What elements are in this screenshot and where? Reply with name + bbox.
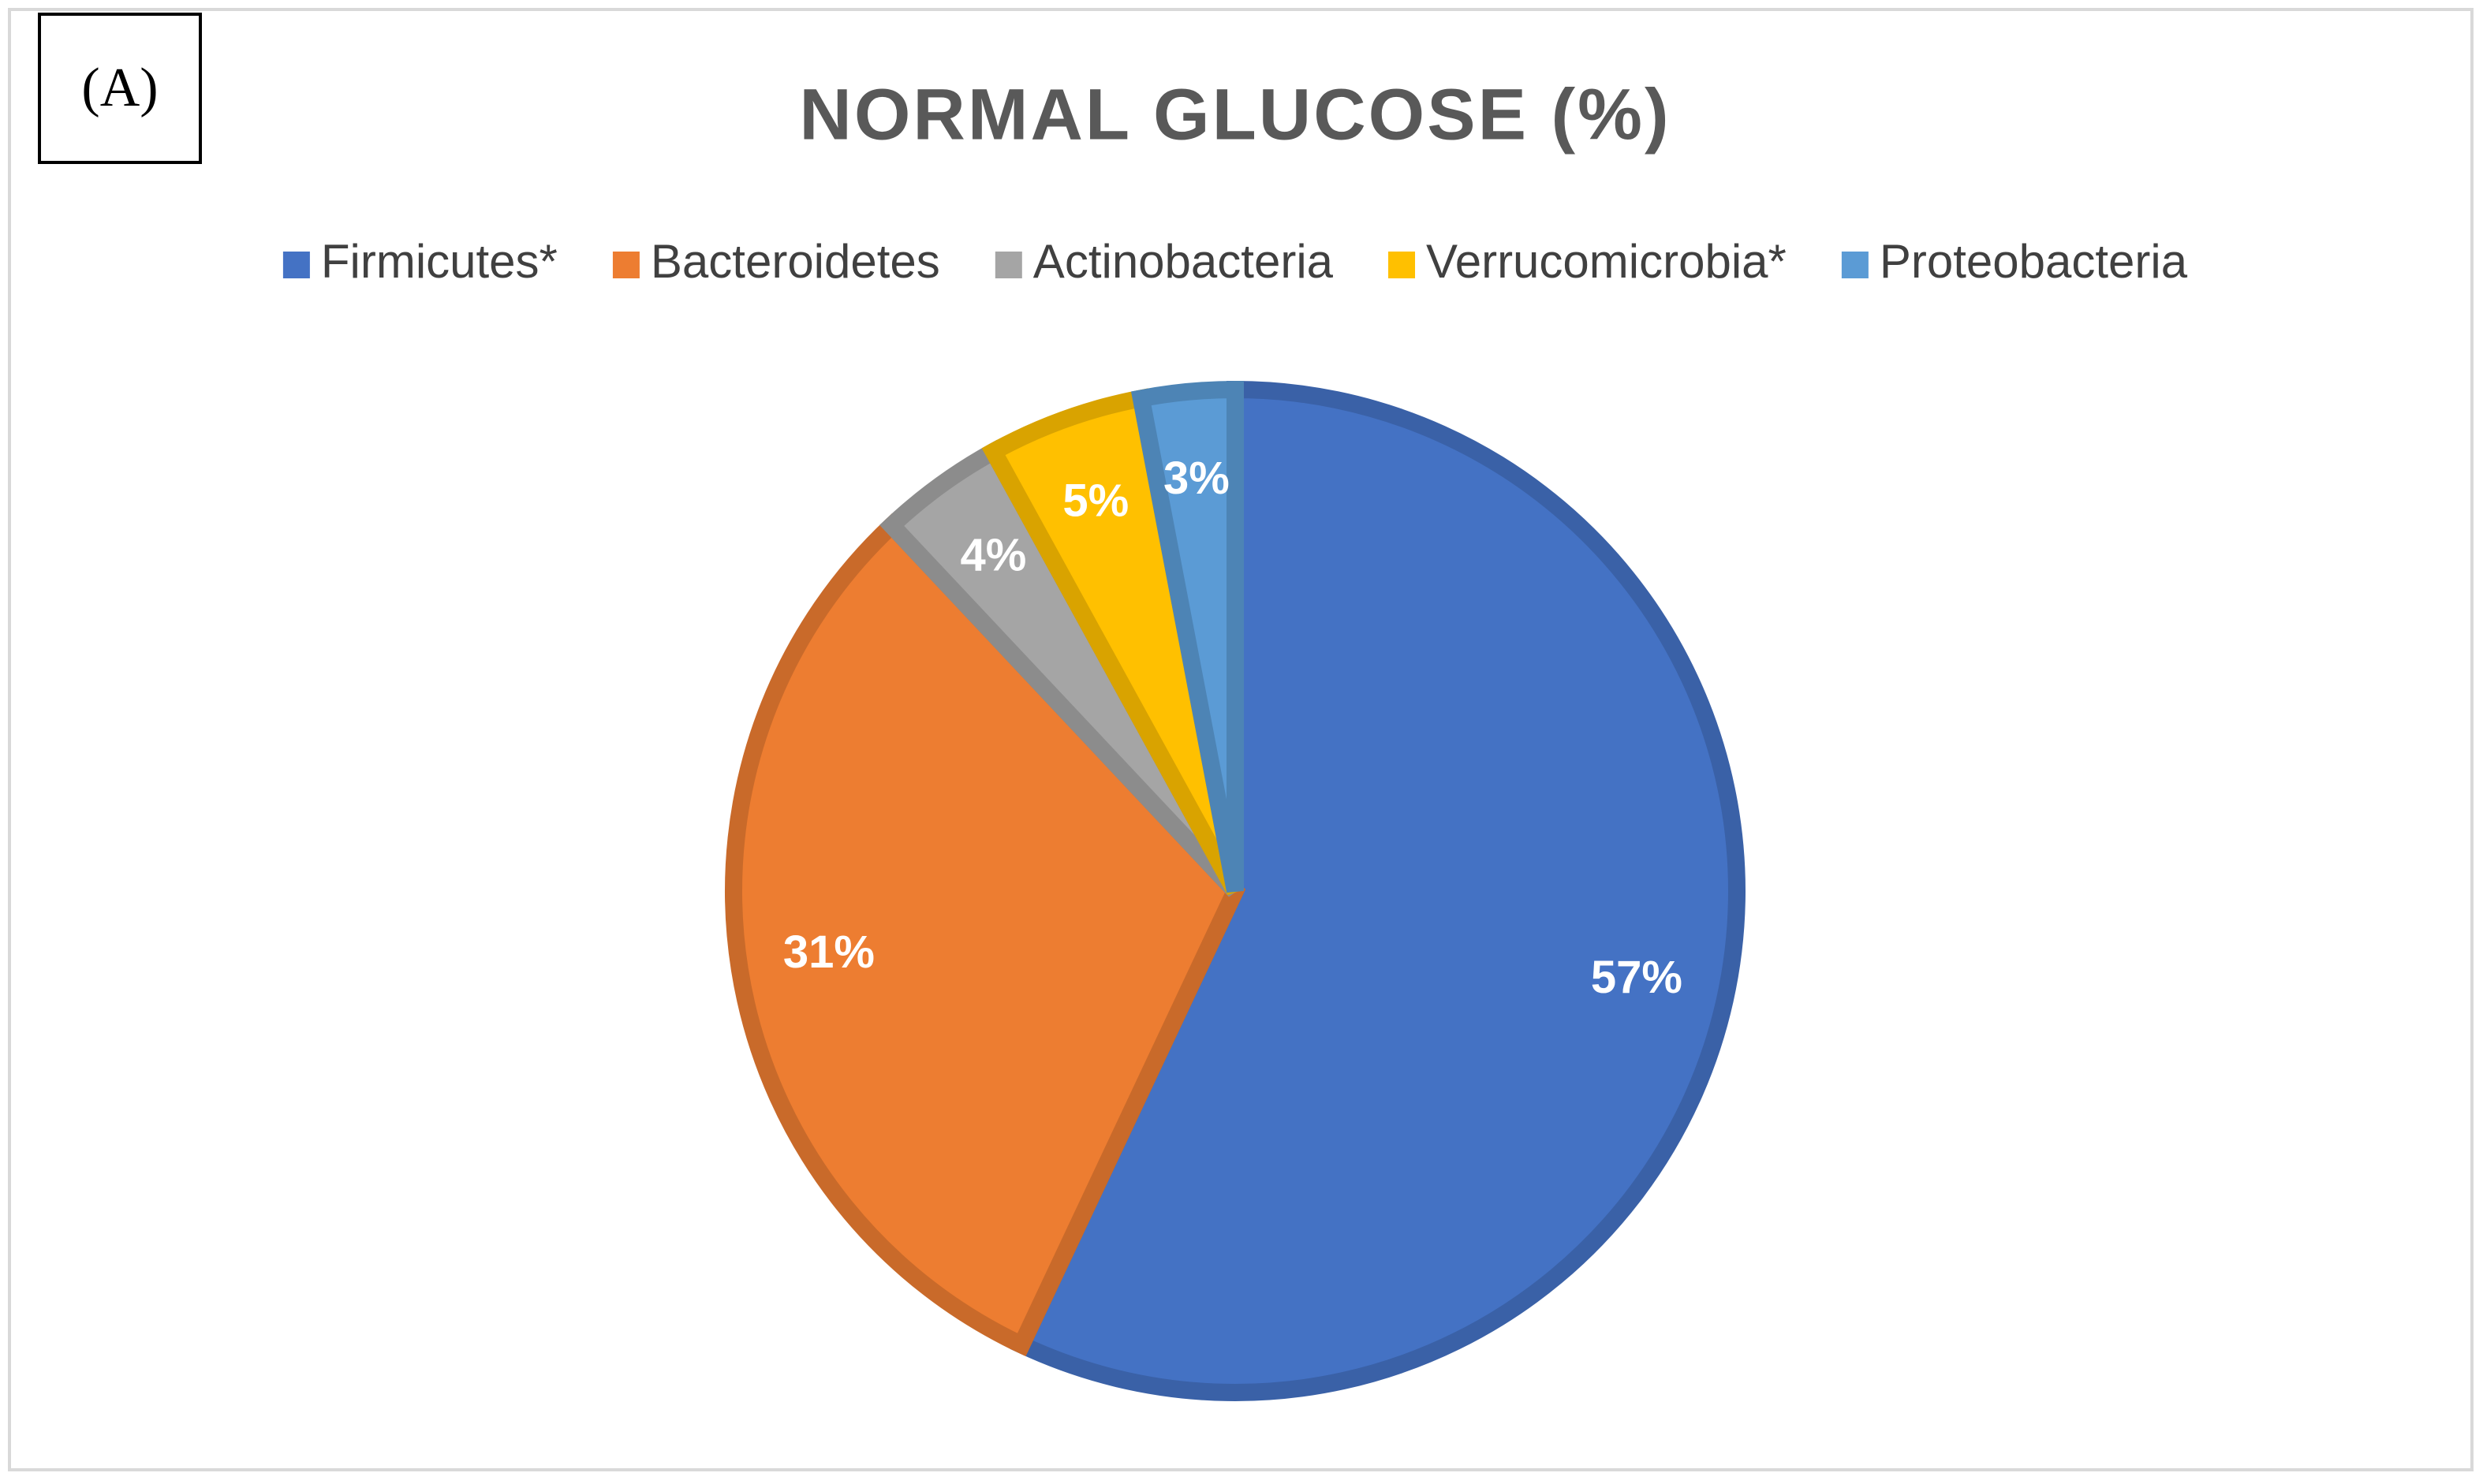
legend-swatch xyxy=(282,252,310,278)
panel-box xyxy=(38,13,202,164)
data-label: 3% xyxy=(1163,453,1230,504)
pie-slice xyxy=(1010,380,1746,1401)
panel-label: (A) xyxy=(81,58,158,118)
legend-swatch xyxy=(995,252,1022,278)
legend: Firmicutes* Bacteroidetes Actinobacteria Ve… xyxy=(282,235,2188,288)
legend-text: Firmicutes* xyxy=(321,235,558,288)
data-label: 5% xyxy=(1062,475,1129,527)
data-label: 4% xyxy=(961,529,1027,580)
legend-text: Bacteroidetes xyxy=(651,235,940,288)
legend-text: Proteobacteria xyxy=(1880,235,2188,288)
pie-slice xyxy=(725,513,1246,1357)
chart-title: NORMAL GLUCOSE (%) xyxy=(799,74,1671,155)
data-label: 57% xyxy=(1591,952,1682,1003)
legend-swatch xyxy=(1841,252,1869,278)
legend-text: Actinobacteria xyxy=(1033,235,1334,288)
legend-swatch xyxy=(1388,252,1416,278)
data-label: 31% xyxy=(783,927,875,978)
legend-text: Verrucomicrobia* xyxy=(1426,235,1787,288)
legend-swatch xyxy=(612,252,640,278)
pie-slice xyxy=(1130,380,1244,893)
